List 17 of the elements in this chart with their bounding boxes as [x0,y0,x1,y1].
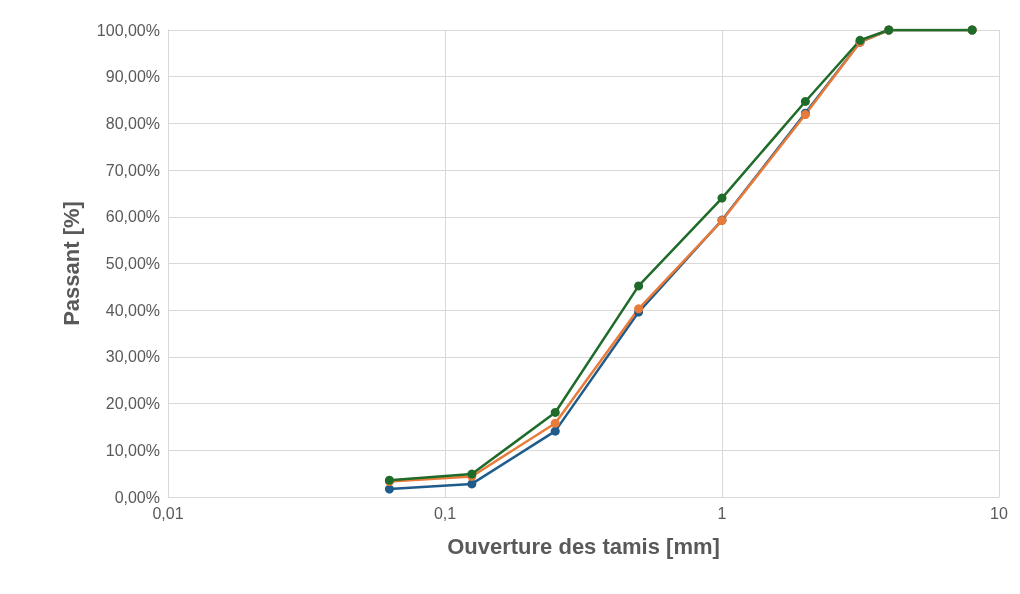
y-tick-label: 40,00% [105,301,160,319]
y-tick-label: 100,00% [96,21,160,39]
x-tick-label: 10 [990,504,1008,522]
y-tick-label: 20,00% [105,395,160,413]
y-tick-label: 0,00% [114,488,160,506]
y-tick-label: 10,00% [105,441,160,459]
x-tick-label: 0,01 [152,504,184,522]
y-tick-label: 30,00% [105,348,160,366]
x-tick-label: 0,1 [433,504,457,522]
x-tick-label: 1 [717,504,727,522]
y-tick-label: 60,00% [105,208,160,226]
x-axis-title: Ouverture des tamis [mm] [447,533,720,559]
y-tick-label: 70,00% [105,161,160,179]
y-tick-label: 80,00% [105,114,160,132]
y-tick-label: 90,00% [105,68,160,86]
y-tick-label: 50,00% [105,255,160,272]
y-axis-title: Passant [%] [58,201,84,326]
